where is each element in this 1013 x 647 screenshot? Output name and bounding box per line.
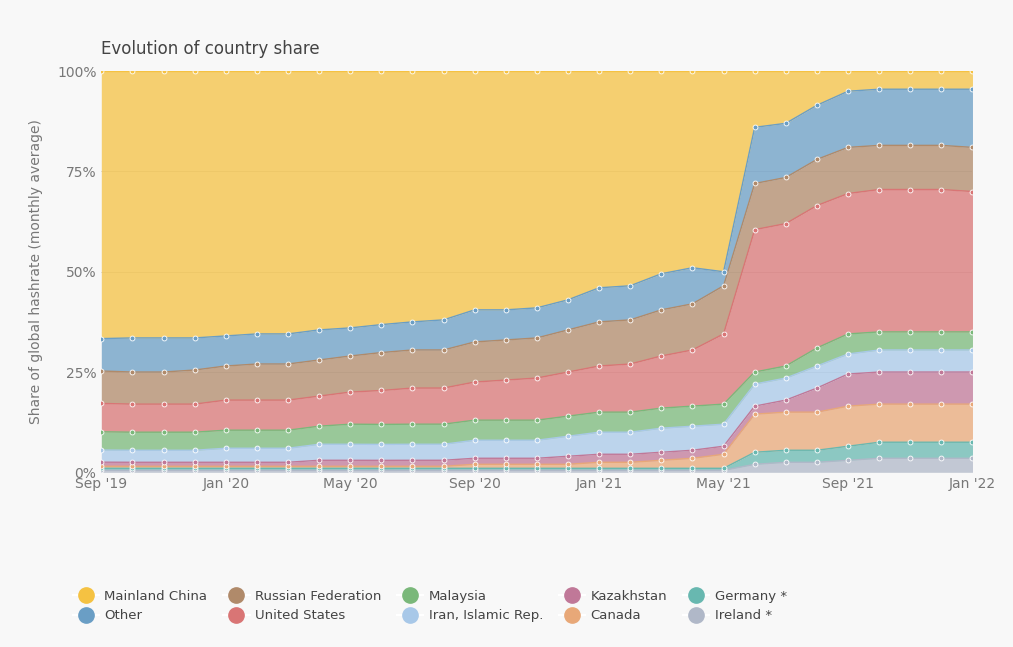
Y-axis label: Share of global hashrate (monthly average): Share of global hashrate (monthly averag… xyxy=(29,119,43,424)
Legend: Mainland China, Other, Russian Federation, United States, Malaysia, Iran, Islami: Mainland China, Other, Russian Federatio… xyxy=(68,584,792,628)
Text: Evolution of country share: Evolution of country share xyxy=(101,40,320,58)
